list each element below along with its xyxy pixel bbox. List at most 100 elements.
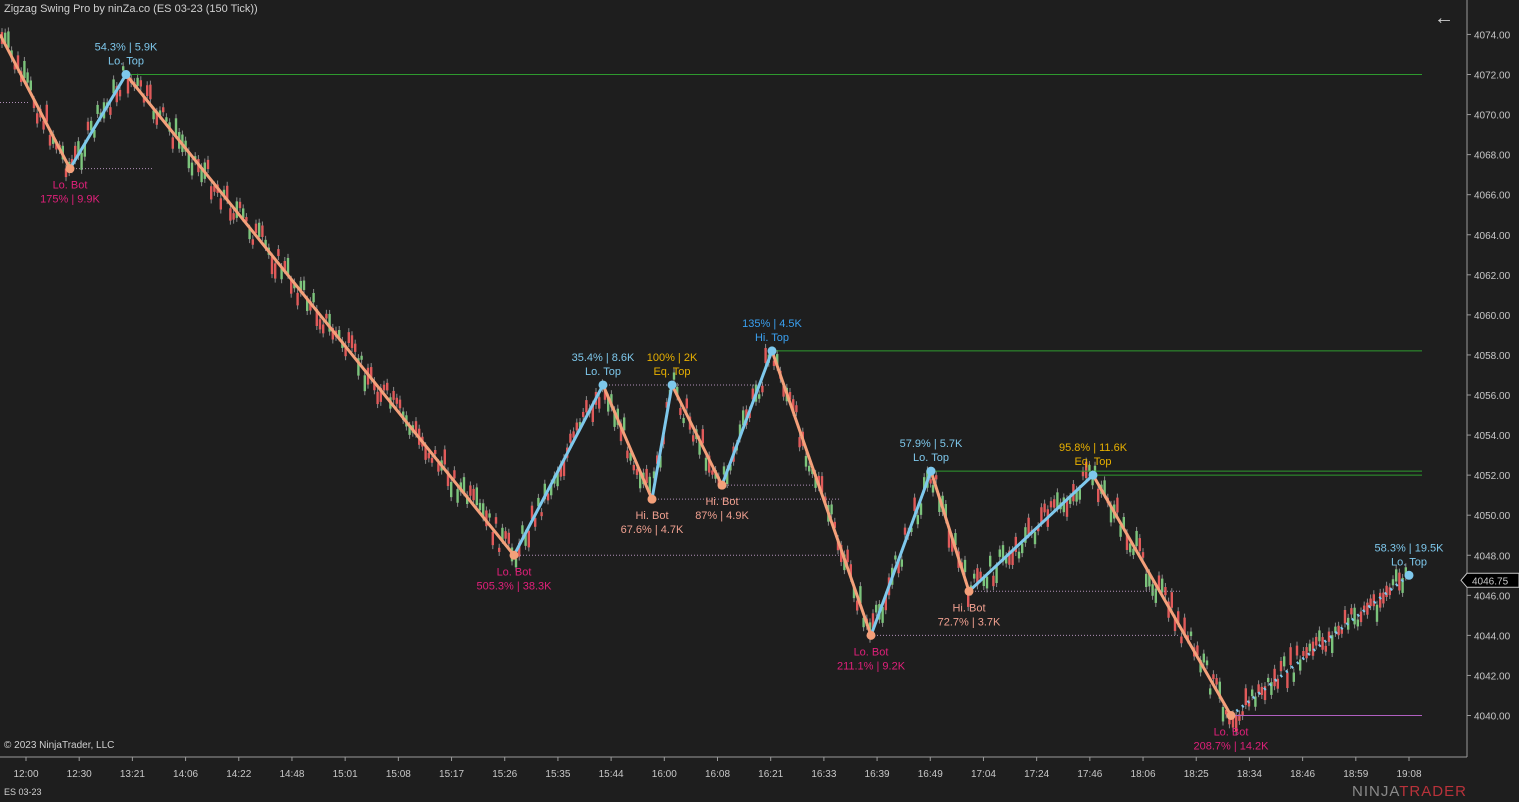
swing-point[interactable] (598, 380, 608, 390)
time-tick: 17:46 (1077, 769, 1102, 780)
time-tick: 15:17 (439, 769, 464, 780)
price-tick: 4042.00 (1474, 671, 1511, 682)
copyright-text: © 2023 NinjaTrader, LLC (4, 740, 115, 751)
swing-point[interactable] (1226, 711, 1236, 720)
price-tick: 4052.00 (1474, 471, 1511, 482)
time-tick: 16:49 (918, 769, 943, 780)
time-tick: 18:34 (1237, 769, 1262, 780)
time-tick: 15:26 (492, 769, 517, 780)
swing-label: Hi. Top (755, 332, 789, 344)
time-tick: 12:00 (13, 769, 38, 780)
time-tick: 15:08 (386, 769, 411, 780)
down-swing-line (1091, 474, 1233, 717)
down-swing-line (124, 73, 516, 557)
time-tick: 18:06 (1131, 769, 1156, 780)
time-tick: 18:46 (1290, 769, 1315, 780)
swing-point[interactable] (121, 70, 131, 79)
swing-label: 211.1% | 9.2K (837, 660, 906, 672)
time-tick: 19:08 (1396, 769, 1421, 780)
candlesticks (0, 27, 1407, 736)
price-tick: 4068.00 (1474, 151, 1511, 162)
swing-point[interactable] (509, 550, 519, 560)
down-swing-line (0, 33, 72, 170)
swing-label: Hi. Bot (952, 602, 985, 614)
instrument-label: ES 03-23 (4, 787, 42, 797)
up-swing-line (869, 470, 933, 636)
time-tick: 18:25 (1184, 769, 1209, 780)
price-tick: 4056.00 (1474, 391, 1511, 402)
down-swing-line (670, 384, 724, 486)
down-swing-line (601, 384, 654, 500)
swing-label: 87% | 4.9K (695, 510, 749, 522)
swing-label: 67.6% | 4.7K (621, 524, 684, 536)
up-swing-line (720, 350, 774, 486)
swing-label: Eq. Top (653, 366, 690, 378)
price-tick: 4040.00 (1474, 712, 1511, 723)
swing-point[interactable] (1404, 570, 1414, 580)
swing-label: 175% | 9.9K (40, 194, 100, 206)
time-tick: 16:33 (811, 769, 836, 780)
swing-label: 100% | 2K (647, 352, 698, 364)
price-tick: 4060.00 (1474, 311, 1511, 322)
swing-label: 72.7% | 3.7K (938, 616, 1001, 628)
price-tick: 4066.00 (1474, 191, 1511, 202)
swing-label: Lo. Top (585, 366, 621, 378)
time-tick: 18:59 (1343, 769, 1368, 780)
swing-label: 208.7% | 14.2K (1193, 741, 1269, 753)
swing-label: Hi. Bot (635, 510, 668, 522)
down-swing-line (929, 470, 971, 592)
swing-label: 54.3% | 5.9K (95, 42, 158, 54)
price-tick: 4062.00 (1474, 271, 1511, 282)
swing-point[interactable] (667, 380, 677, 390)
swing-label: 57.9% | 5.7K (900, 438, 963, 450)
time-tick: 13:21 (120, 769, 145, 780)
swing-point[interactable] (65, 164, 75, 174)
swing-point[interactable] (866, 630, 876, 640)
time-tick: 16:00 (652, 769, 677, 780)
chart-title: Zigzag Swing Pro by ninZa.co (ES 03-23 (… (4, 3, 258, 15)
swing-label: Lo. Bot (1214, 727, 1249, 739)
time-tick: 16:39 (865, 769, 890, 780)
price-tick: 4072.00 (1474, 71, 1511, 82)
svg-text:4046.75: 4046.75 (1472, 576, 1509, 587)
time-tick: 15:01 (333, 769, 358, 780)
price-tick: 4070.00 (1474, 111, 1511, 122)
time-tick: 15:44 (599, 769, 624, 780)
swing-point[interactable] (964, 586, 974, 596)
swing-label: Lo. Top (1391, 556, 1427, 568)
swing-point[interactable] (1088, 470, 1098, 480)
time-tick: 16:08 (705, 769, 730, 780)
swing-label: Lo. Top (108, 56, 144, 68)
swing-label: 135% | 4.5K (742, 318, 802, 330)
swing-point[interactable] (926, 466, 936, 476)
price-tick: 4064.00 (1474, 231, 1511, 242)
swing-label: 95.8% | 11.6K (1059, 442, 1128, 454)
swing-label: 35.4% | 8.6K (572, 352, 635, 364)
swing-label: Lo. Bot (854, 646, 889, 658)
swing-label: 505.3% | 38.3K (476, 580, 552, 592)
price-tick: 4054.00 (1474, 431, 1511, 442)
time-tick: 14:22 (226, 769, 251, 780)
up-swing-line (650, 384, 674, 500)
price-tick: 4046.00 (1474, 591, 1511, 602)
time-tick: 14:48 (279, 769, 304, 780)
current-price-tag (1460, 572, 1519, 588)
arrow-left-icon[interactable]: ← (1434, 7, 1454, 29)
time-tick: 15:35 (545, 769, 570, 780)
up-swing-line (1230, 574, 1410, 717)
swing-point[interactable] (647, 494, 657, 504)
swing-point[interactable] (767, 346, 777, 356)
up-swing-line (68, 73, 128, 170)
price-tick: 4074.00 (1474, 30, 1511, 41)
swing-label: 58.3% | 19.5K (1375, 542, 1445, 554)
price-tick: 4058.00 (1474, 351, 1511, 362)
up-swing-line (967, 474, 1095, 593)
time-tick: 16:21 (758, 769, 783, 780)
swing-label: Lo. Bot (53, 180, 88, 192)
time-tick: 17:04 (971, 769, 996, 780)
down-swing-line (770, 350, 873, 636)
swing-label: Hi. Bot (705, 496, 738, 508)
swing-point[interactable] (717, 480, 727, 490)
up-swing-line (512, 384, 605, 556)
